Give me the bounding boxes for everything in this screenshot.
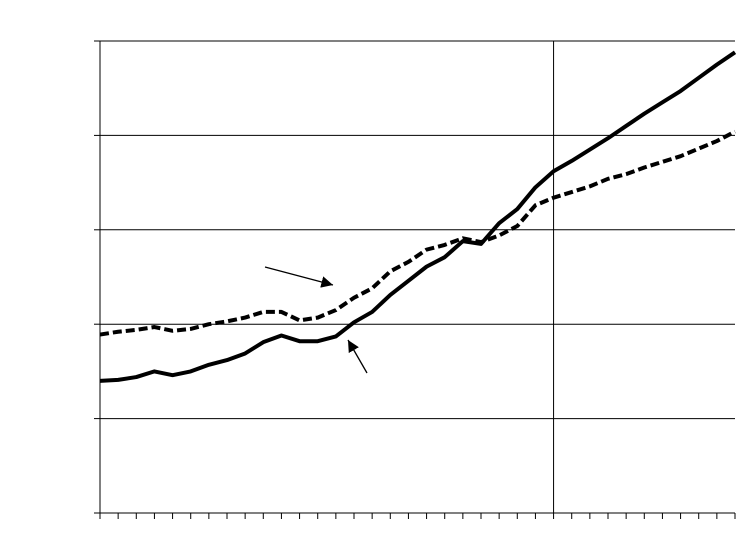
series-line — [99, 129, 736, 337]
annotation-arrow — [347, 339, 368, 374]
series-line — [99, 50, 737, 383]
annotation-arrow — [264, 266, 334, 288]
